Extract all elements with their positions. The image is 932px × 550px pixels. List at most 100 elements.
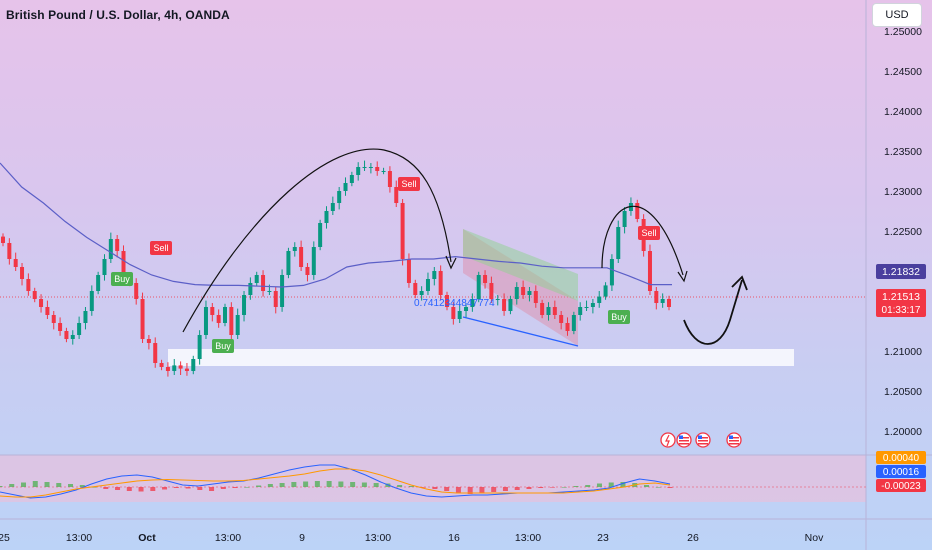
price-axis[interactable]: 1.25000 1.24500 1.24000 1.23500 1.23000 1.225… [884,26,922,478]
candle-body [45,307,50,315]
us-flag-event-icon[interactable] [726,432,742,448]
price-tick-label: 1.24000 [884,106,922,118]
time-axis[interactable]: 25 13:00 Oct 13:00 9 13:00 16 13:00 23 26 Nov [0,532,824,544]
candle-body [349,175,354,183]
candle-body [121,251,126,279]
macd-signal-line [0,468,671,498]
lightning-event-icon[interactable] [660,432,676,448]
candle-body [330,203,335,211]
macd-histogram-bar [467,487,473,494]
candle-body [311,247,316,275]
candle-body [546,307,551,315]
macd-histogram-bar [115,487,121,490]
signal-buy-3[interactable]: Buy [608,310,630,324]
macd-histogram-bar [620,482,626,487]
moving-average-line [0,162,672,288]
price-tick-label: 1.22500 [884,226,922,238]
candle-body [261,275,266,291]
macd-histogram-bar [56,483,62,487]
macd-histogram-bar [361,482,367,487]
candle-body [197,335,202,359]
candle-body [540,303,545,315]
candle-body [667,299,671,307]
macd-histogram-bar [502,487,508,491]
candle-body [451,307,456,319]
macd-histogram-bar [314,481,320,487]
candle-body [603,285,608,297]
candle-body [96,275,101,291]
macd-histogram-bar [608,482,614,487]
candle-body [108,239,113,259]
macd-histogram-bar [220,487,226,489]
macd-histogram-bar [444,487,450,491]
candle-body [470,299,475,307]
signal-sell-1[interactable]: Sell [150,241,172,255]
macd-histogram-bar [138,487,144,492]
candle-body [32,291,37,299]
macd-value-label-2: 0.00016 [876,465,926,478]
candle-body [502,299,507,311]
small-arc-drawing [601,205,684,276]
macd-histogram-bar [561,487,567,488]
candle-body [425,279,430,291]
falling-channel-upper-fill [463,229,578,301]
macd-histogram-bar [514,487,520,490]
svg-text:-0.00023: -0.00023 [881,481,921,492]
candle-body [58,323,63,331]
time-tick-label: Nov [805,532,824,544]
candle-body [39,299,44,307]
signal-buy-2[interactable]: Buy [212,339,234,353]
candle-body [495,299,500,300]
candle-body [299,247,304,267]
macd-histogram-bar [655,487,661,488]
macd-histogram-bar [667,487,673,488]
candle-body [13,259,18,267]
macd-histogram-bar [103,487,109,489]
candle-body [172,365,177,371]
macd-histogram-bar [338,481,344,487]
macd-histogram-bar [479,487,485,494]
macd-histogram-bar [126,487,132,491]
macd-histogram-bar [267,484,273,487]
candle-body [368,167,373,168]
candle-body [242,295,247,315]
macd-histogram-bar [643,485,649,487]
candle-body [77,323,82,335]
us-flag-event-icon[interactable] [676,432,692,448]
candle-body [597,296,602,303]
macd-histogram-bar [232,487,238,488]
candle-body [223,307,227,323]
fib-ratio-label: 0.7412344847774 [414,298,495,309]
us-flag-event-icon[interactable] [695,432,711,448]
candle-body [292,247,297,251]
signal-buy-1[interactable]: Buy [111,272,133,286]
candle-body [521,287,526,295]
candle-body [51,315,56,323]
candle-body [248,283,253,295]
signal-label: Buy [215,341,231,351]
macd-histogram-bar [303,481,309,487]
candle-body [381,171,386,172]
macd-histogram-bar [32,481,38,487]
candle-body [1,236,5,243]
macd-histogram-bar [585,485,591,487]
candle-body [83,311,88,323]
macd-histogram-bar [0,486,3,487]
candle-body [273,291,278,307]
candle-body [394,187,399,203]
candle-body [26,279,31,291]
signal-sell-3[interactable]: Sell [638,226,660,240]
macd-histogram-bar [256,485,262,487]
small-arc-arrowhead [677,270,688,283]
currency-button[interactable]: USD [872,3,922,27]
macd-histogram-bar [185,487,191,489]
macd-histogram-bar [326,481,332,487]
signal-sell-2[interactable]: Sell [398,177,420,191]
candle-body [406,259,411,283]
macd-histogram-bar [279,483,285,487]
macd-histogram-bar [549,487,555,488]
candle-body [191,359,196,371]
support-zone[interactable] [168,349,794,366]
